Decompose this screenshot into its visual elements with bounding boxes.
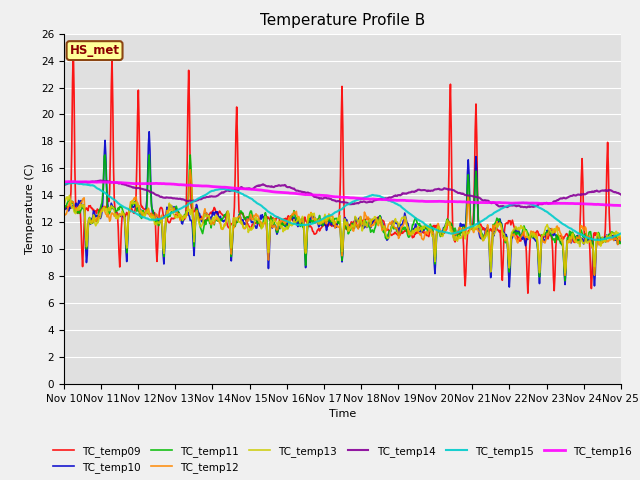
TC_temp16: [617, 203, 625, 208]
TC_temp10: [214, 212, 222, 217]
TC_temp10: [506, 284, 513, 290]
TC_temp16: [428, 199, 435, 204]
TC_temp15: [60, 181, 68, 187]
TC_temp12: [214, 218, 222, 224]
TC_temp16: [214, 184, 222, 190]
TC_temp12: [70, 204, 78, 209]
TC_temp09: [128, 207, 136, 213]
TC_temp16: [411, 198, 419, 204]
Y-axis label: Temperature (C): Temperature (C): [26, 163, 35, 254]
TC_temp13: [65, 192, 73, 198]
TC_temp13: [561, 270, 569, 276]
TC_temp12: [184, 204, 192, 210]
TC_temp15: [70, 180, 78, 186]
TC_temp16: [128, 180, 136, 186]
TC_temp10: [617, 239, 625, 245]
TC_temp12: [428, 226, 435, 231]
Legend: TC_temp09, TC_temp10, TC_temp11, TC_temp12, TC_temp13, TC_temp14, TC_temp15, TC_: TC_temp09, TC_temp10, TC_temp11, TC_temp…: [49, 442, 636, 477]
TC_temp11: [214, 218, 222, 224]
TC_temp15: [185, 201, 193, 207]
Title: Temperature Profile B: Temperature Profile B: [260, 13, 425, 28]
TC_temp09: [428, 226, 435, 232]
TC_temp15: [595, 237, 603, 243]
TC_temp11: [101, 152, 109, 158]
TC_temp09: [60, 205, 68, 211]
TC_temp13: [128, 198, 136, 204]
TC_temp11: [185, 188, 193, 194]
Line: TC_temp09: TC_temp09: [64, 47, 621, 293]
TC_temp11: [411, 217, 419, 223]
TC_temp16: [60, 179, 68, 185]
TC_temp14: [214, 192, 222, 198]
TC_temp16: [185, 182, 193, 188]
TC_temp09: [411, 231, 419, 237]
TC_temp13: [428, 228, 435, 234]
TC_temp12: [411, 227, 419, 233]
TC_temp12: [127, 200, 135, 206]
TC_temp09: [214, 212, 222, 217]
Line: TC_temp15: TC_temp15: [64, 183, 621, 240]
TC_temp15: [411, 215, 419, 220]
TC_temp13: [60, 204, 68, 209]
Line: TC_temp12: TC_temp12: [64, 170, 621, 276]
TC_temp09: [617, 236, 625, 242]
TC_temp16: [70, 179, 77, 184]
TC_temp10: [185, 212, 193, 218]
TC_temp13: [185, 207, 193, 213]
Text: HS_met: HS_met: [70, 44, 120, 57]
TC_temp14: [428, 188, 435, 193]
TC_temp10: [428, 228, 435, 234]
TC_temp15: [128, 209, 136, 215]
TC_temp12: [186, 167, 194, 173]
TC_temp11: [70, 205, 78, 211]
TC_temp11: [561, 278, 569, 284]
TC_temp09: [71, 165, 79, 171]
TC_temp10: [411, 225, 419, 230]
TC_temp14: [411, 189, 419, 194]
TC_temp15: [71, 180, 79, 186]
Line: TC_temp14: TC_temp14: [64, 180, 621, 207]
Line: TC_temp16: TC_temp16: [64, 181, 621, 205]
TC_temp11: [617, 240, 625, 245]
TC_temp13: [617, 234, 625, 240]
TC_temp16: [71, 179, 79, 185]
TC_temp14: [97, 178, 104, 183]
TC_temp13: [71, 210, 79, 216]
TC_temp09: [524, 290, 532, 296]
TC_temp09: [70, 44, 77, 50]
TC_temp15: [428, 225, 435, 230]
TC_temp12: [591, 273, 598, 278]
TC_temp09: [185, 67, 193, 73]
TC_temp11: [428, 224, 435, 229]
TC_temp15: [617, 230, 625, 236]
TC_temp14: [522, 204, 530, 210]
TC_temp13: [214, 215, 222, 221]
TC_temp12: [60, 213, 68, 219]
TC_temp11: [60, 206, 68, 212]
TC_temp14: [70, 180, 78, 186]
Line: TC_temp13: TC_temp13: [64, 195, 621, 273]
TC_temp10: [145, 129, 153, 134]
TC_temp14: [617, 192, 625, 197]
X-axis label: Time: Time: [329, 409, 356, 419]
TC_temp10: [70, 203, 78, 209]
TC_temp10: [60, 207, 68, 213]
Line: TC_temp11: TC_temp11: [64, 155, 621, 281]
TC_temp15: [214, 187, 222, 192]
TC_temp11: [128, 201, 136, 207]
TC_temp14: [60, 182, 68, 188]
TC_temp14: [128, 184, 136, 190]
TC_temp14: [185, 198, 193, 204]
TC_temp13: [411, 227, 419, 233]
Line: TC_temp10: TC_temp10: [64, 132, 621, 287]
TC_temp12: [617, 238, 625, 243]
TC_temp10: [127, 201, 135, 206]
